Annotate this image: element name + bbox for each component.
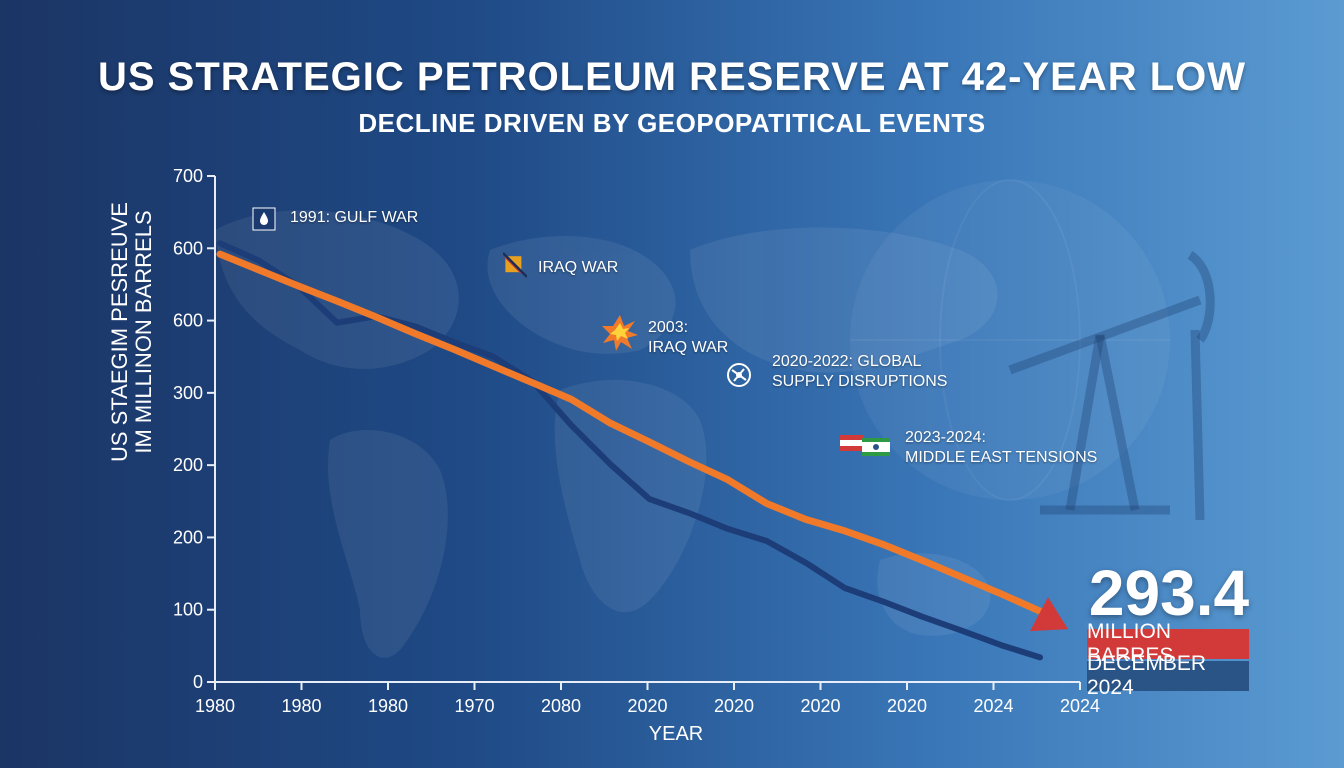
- annotation-gulf-war-line-1: 1991: GULF WAR: [290, 209, 419, 226]
- chart-subtitle: DECLINE DRIVEN BY GEOPOPATITICAL EVENTS: [358, 108, 986, 138]
- x-tick-label: 2020: [887, 696, 927, 716]
- annotation-iraq-war-line-1: IRAQ WAR: [538, 259, 619, 276]
- x-tick-label: 1980: [195, 696, 235, 716]
- y-tick-label: 300: [173, 383, 203, 403]
- y-tick-label: 700: [173, 166, 203, 186]
- trend-arrowhead: [1030, 597, 1068, 632]
- annotation-iraq-war: IRAQ WAR: [538, 258, 618, 278]
- annotation-2003-iraq-war-line-1: 2003:: [648, 319, 689, 336]
- x-tick-label: 2020: [714, 696, 754, 716]
- annotation-gulf-war: 1991: GULF WAR: [290, 208, 418, 228]
- oil-drop-icon: [252, 207, 276, 231]
- x-tick-label: 2020: [627, 696, 667, 716]
- annotation-middle-east-line-2: MIDDLE EAST TENSIONS: [905, 449, 1098, 466]
- x-tick-label: 2024: [1060, 696, 1100, 716]
- annotation-global-supply-line-2: SUPPLY DISRUPTIONS: [772, 373, 948, 390]
- navy-line-series: [217, 240, 1043, 661]
- y-tick-label: 200: [173, 455, 203, 475]
- callout-date-badge: DECEMBER 2024: [1087, 652, 1249, 699]
- x-tick-label: 2020: [800, 696, 840, 716]
- annotation-2003-iraq-war-line-2: IRAQ WAR: [648, 339, 729, 356]
- annotation-2003-iraq-war: 2003: IRAQ WAR: [648, 318, 728, 358]
- y-tick-label: 0: [193, 672, 203, 692]
- x-tick-label: 1970: [454, 696, 494, 716]
- x-tick-label: 2080: [541, 696, 581, 716]
- explosion-icon: [600, 313, 640, 353]
- y-tick-label: 200: [173, 527, 203, 547]
- x-axis-label: YEAR: [649, 723, 703, 745]
- x-tick-label: 1980: [281, 696, 321, 716]
- flags-icon: [838, 432, 894, 458]
- x-axis-ticks: 1980 1980 1980 1970 2080 2020 2020 2020 2020 2024…: [195, 682, 1100, 716]
- annotation-global-supply: 2020-2022: GLOBAL SUPPLY DISRUPTIONS: [772, 352, 947, 392]
- y-tick-label: 100: [173, 600, 203, 620]
- pumpjack-silhouette: [1008, 251, 1215, 521]
- series-layer: [216, 240, 1068, 661]
- annotation-middle-east: 2023-2024: MIDDLE EAST TENSIONS: [905, 428, 1097, 468]
- y-tick-label: 600: [173, 238, 203, 258]
- globe-decoration: [850, 179, 1170, 501]
- crossed-flag-icon: [503, 252, 527, 278]
- callout-value: 293.4: [1088, 557, 1250, 629]
- orange-line-series: [216, 250, 1044, 615]
- x-tick-label: 1980: [368, 696, 408, 716]
- annotation-global-supply-line-1: 2020-2022: GLOBAL: [772, 353, 922, 370]
- y-tick-label: 600: [173, 311, 203, 331]
- globe-disruption-icon: [725, 361, 753, 389]
- chart-title: US STRATEGIC PETROLEUM RESERVE AT 42-YEA…: [97, 55, 1247, 99]
- x-tick-label: 2024: [973, 696, 1013, 716]
- y-axis-ticks: 0 100 200 200 300 600 600 700: [173, 166, 215, 692]
- annotation-middle-east-line-1: 2023-2024:: [905, 429, 986, 446]
